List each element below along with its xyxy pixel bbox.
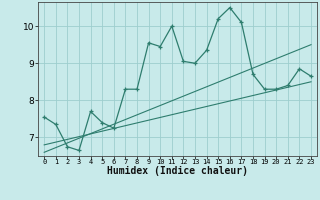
X-axis label: Humidex (Indice chaleur): Humidex (Indice chaleur) [107,166,248,176]
